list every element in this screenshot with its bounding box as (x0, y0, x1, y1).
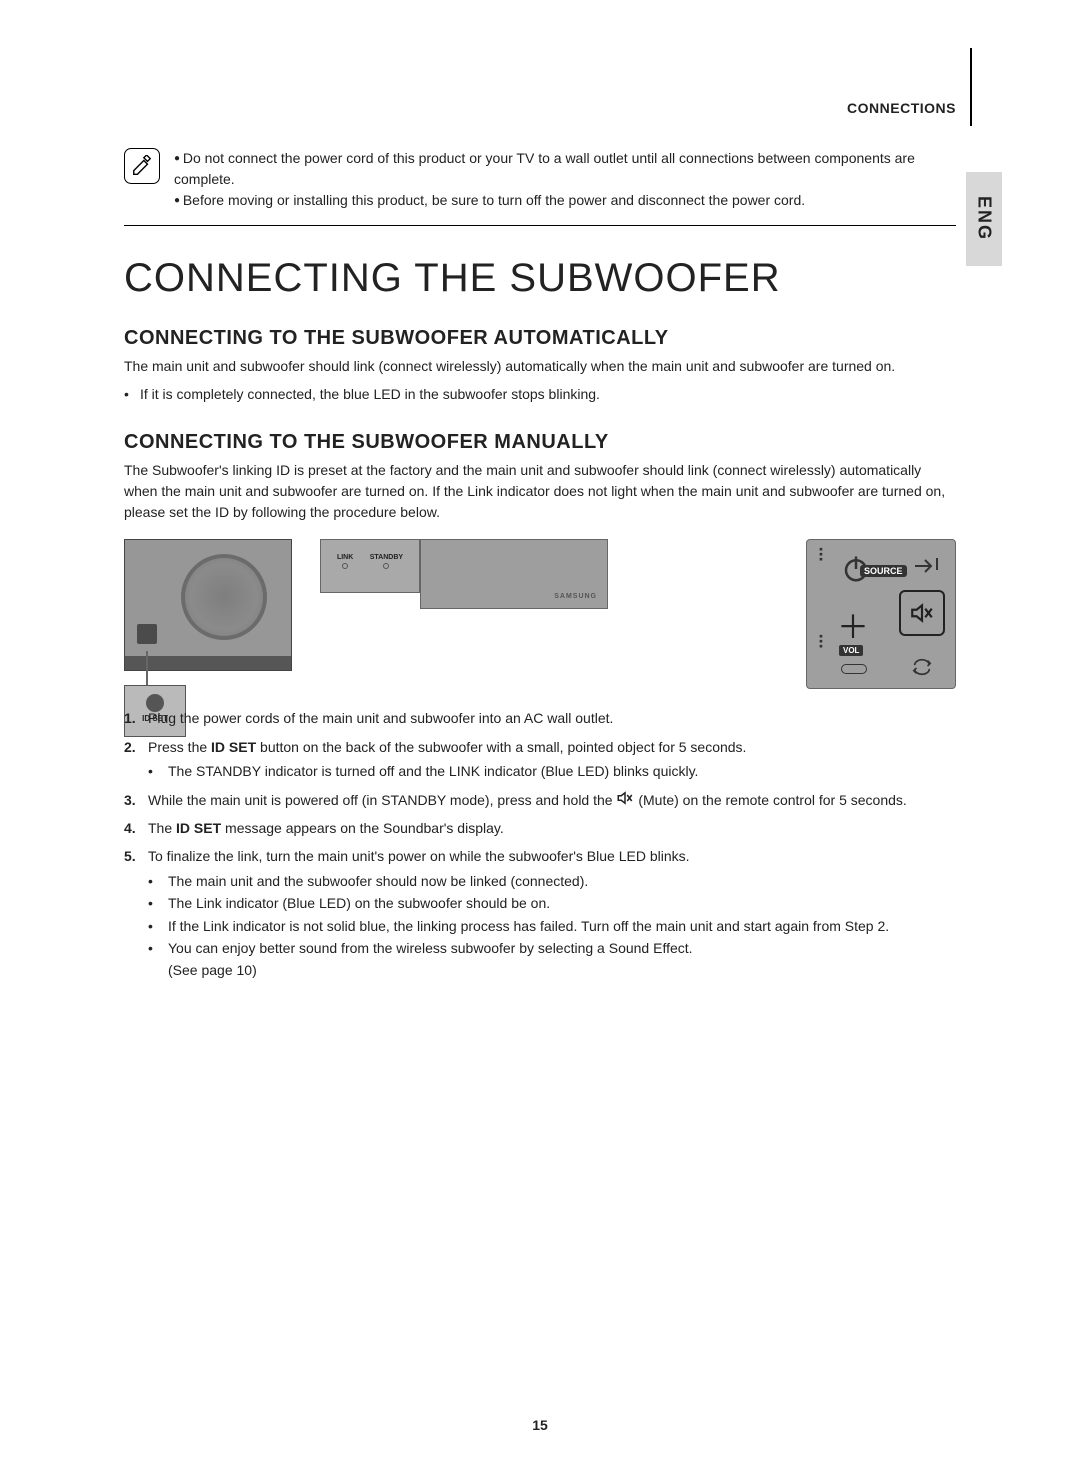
figure-soundbar: LINK STANDBY SAMSUNG (320, 539, 608, 609)
link-label: LINK (337, 554, 353, 561)
steps-list: Plug the power cords of the main unit an… (124, 707, 956, 981)
bar-button-icon (841, 664, 867, 674)
section-label: CONNECTIONS (847, 100, 956, 116)
pencil-note-icon (124, 148, 160, 184)
subwoofer-speaker-icon (181, 554, 267, 640)
standby-label: STANDBY (370, 554, 403, 561)
manual-heading: CONNECTING TO THE SUBWOOFER MANUALLY (124, 431, 956, 454)
figure-row: ID SET LINK STANDBY SAMSUNG ⠇ ⠇ SOURCE (124, 539, 956, 689)
auto-bullet-item: If it is completely connected, the blue … (124, 383, 956, 405)
volume-up-icon: ＋ (837, 602, 869, 648)
note-item: Do not connect the power cord of this pr… (174, 148, 956, 190)
auto-body: The main unit and subwoofer should link … (124, 356, 956, 377)
step-item: While the main unit is powered off (in S… (124, 789, 956, 811)
page-number: 15 (532, 1417, 548, 1433)
step-sub-item: You can enjoy better sound from the wire… (148, 937, 956, 982)
figure-subwoofer: ID SET (124, 539, 292, 671)
source-icon (911, 554, 941, 574)
note-list: Do not connect the power cord of this pr… (174, 148, 956, 211)
step-sub-list: The main unit and the subwoofer should n… (148, 870, 956, 982)
soundbar-brand: SAMSUNG (554, 593, 597, 600)
standby-led-icon (383, 563, 389, 569)
mute-icon (909, 600, 935, 626)
step-item: To finalize the link, turn the main unit… (124, 845, 956, 981)
vol-label: VOL (839, 645, 863, 656)
note-item: Before moving or installing this product… (174, 190, 956, 211)
step-item: Press the ID SET button on the back of t… (124, 736, 956, 783)
step-sub-item: If the Link indicator is not solid blue,… (148, 915, 956, 937)
manual-body: The Subwoofer's linking ID is preset at … (124, 460, 956, 523)
step-sub-list: The STANDBY indicator is turned off and … (148, 760, 956, 782)
subwoofer-port-icon (137, 624, 157, 644)
language-tab-text: ENG (974, 196, 995, 241)
mute-icon (616, 789, 634, 803)
repeat-icon (909, 656, 935, 678)
auto-heading: CONNECTING TO THE SUBWOOFER AUTOMATICALL… (124, 327, 956, 350)
auto-bullets: If it is completely connected, the blue … (124, 383, 956, 405)
link-led-icon (342, 563, 348, 569)
note-box: Do not connect the power cord of this pr… (124, 148, 956, 226)
language-tab: ENG (966, 172, 1002, 266)
step-sub-item: The Link indicator (Blue LED) on the sub… (148, 892, 956, 914)
vertical-divider (970, 48, 972, 126)
step-sub-item: The main unit and the subwoofer should n… (148, 870, 956, 892)
figure-remote: ⠇ ⠇ SOURCE ＋ VOL (806, 539, 956, 689)
step-sub-item: The STANDBY indicator is turned off and … (148, 760, 956, 782)
mute-button-highlight (899, 590, 945, 636)
step-item: Plug the power cords of the main unit an… (124, 707, 956, 729)
source-label: SOURCE (860, 565, 907, 577)
step-item: The ID SET message appears on the Soundb… (124, 817, 956, 839)
page-title: CONNECTING THE SUBWOOFER (124, 256, 956, 301)
